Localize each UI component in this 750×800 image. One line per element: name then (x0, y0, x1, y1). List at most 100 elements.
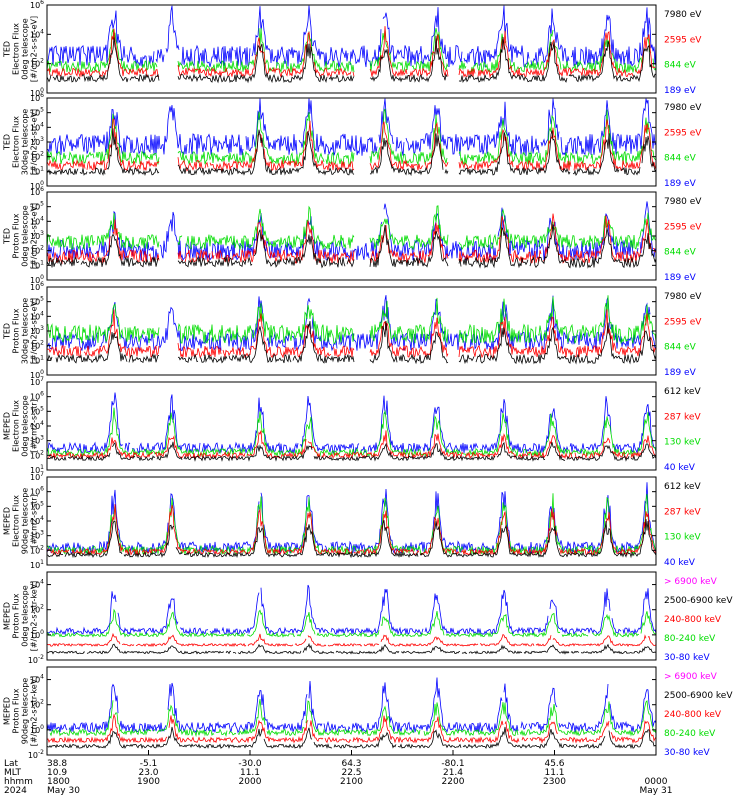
y-axis-label: MEPED Proton Flux 90deg telescope [#/cm2-s-… (3, 676, 39, 747)
y-tick-label: 102 (30, 151, 44, 162)
legend-item: 2595 eV (664, 222, 702, 232)
legend-item: 40 keV (664, 558, 696, 568)
series-line-4-4 (47, 320, 656, 365)
y-label-line: Electron Flux (12, 400, 21, 452)
legend-item: 80-240 keV (664, 729, 716, 739)
y-tick-label: 103 (30, 325, 44, 336)
y-tick-label: 10-2 (28, 654, 44, 665)
y-axis-label: TED Electron Flux 0deg telescope [#/cm2-s-s… (3, 16, 39, 82)
y-label-line: MEPED (3, 602, 12, 630)
y-tick-label: 100 (30, 274, 44, 285)
y-tick-label: 100 (30, 724, 44, 735)
legend-item: > 6900 keV (664, 577, 718, 587)
series-line-8-3 (47, 713, 656, 744)
series-line-5-1 (47, 392, 656, 455)
series-line-1-1 (47, 5, 656, 68)
legend-item: 2595 eV (664, 128, 702, 138)
x-tick-label-mlt: 23.0 (138, 768, 158, 778)
series-line-5-4 (47, 441, 656, 462)
series-line-2-1 (47, 98, 656, 156)
legend-item: 2595 eV (664, 317, 702, 327)
series-line-3-1 (47, 201, 656, 262)
legend-item: 287 keV (664, 507, 701, 517)
y-tick-label: 103 (30, 530, 44, 541)
panel-2: 100 101 102 103 104 105 106 TED Electron Flux 30d… (3, 92, 703, 191)
series-line-4-1 (47, 295, 656, 353)
y-label-line: TED (3, 228, 12, 245)
y-label-line: 0deg telescope (21, 585, 30, 646)
y-label-line: [#/cm2-s-str-eV] (30, 203, 39, 269)
x-tick-label-lat: 45.6 (544, 759, 564, 769)
y-tick-label: 104 (30, 420, 44, 431)
y-tick-label: 101 (30, 259, 44, 270)
x-tick-label-lat: -5.1 (140, 759, 158, 769)
series-line-6-1 (47, 482, 656, 555)
y-tick-label: 106 (30, 281, 44, 292)
y-tick-label: 103 (30, 230, 44, 241)
x-tick-label-hhmm: 2000 (239, 777, 262, 787)
y-label-line: Electron Flux (12, 495, 21, 547)
panel-5: 101 102 103 104 105 106 107 MEPED Electron Flux 0… (3, 376, 702, 475)
panel-3: 100 101 102 103 104 105 106 TED Proton Flux 0deg … (3, 186, 703, 285)
series-line-3-2 (47, 205, 656, 251)
y-tick-label: 106 (30, 186, 44, 197)
y-label-line: [#/cm2-s-str] (30, 494, 39, 547)
series-line-7-4 (47, 642, 656, 655)
y-tick-label: 101 (30, 559, 44, 570)
series-line-8-4 (47, 726, 656, 750)
y-axis-label: TED Proton Flux 30deg telescope [#/cm2-s-st… (3, 298, 39, 365)
legend-item: 844 eV (664, 61, 697, 71)
y-tick-label: 104 (30, 515, 44, 526)
y-label-line: 90deg telescope (21, 678, 30, 745)
panel-frame (46, 571, 657, 661)
y-label-line: 0deg telescope (21, 18, 30, 79)
y-label-line: [#/cm2-s-str] (30, 399, 39, 452)
x-tick-label-hhmm: 2300 (543, 777, 566, 787)
x-tick-label-date: May 31 (640, 786, 673, 796)
legend-item: 189 eV (664, 179, 697, 189)
legend-item: 2595 eV (664, 35, 702, 45)
y-tick-label: 106 (30, 391, 44, 402)
y-tick-label: 106 (30, 486, 44, 497)
y-label-line: 0deg telescope (21, 205, 30, 266)
y-label-line: [#/cm2-s-str-keV] (30, 581, 39, 652)
y-label-line: 90deg telescope (21, 488, 30, 555)
series-line-7-3 (47, 632, 656, 648)
x-tick-label-hhmm: 2100 (340, 777, 363, 787)
y-tick-label: 104 (30, 28, 44, 39)
y-axis-label: TED Electron Flux 30deg telescope [#/cm2-s-… (3, 109, 39, 176)
series-line-1-4 (47, 35, 656, 84)
x-row-label: Lat (4, 759, 19, 769)
x-row-label: MLT (4, 768, 22, 778)
legend-item: 7980 eV (664, 292, 702, 302)
x-tick-label-lat: -80.1 (441, 759, 464, 769)
legend-item: 189 eV (664, 273, 697, 283)
panel-frame (46, 4, 657, 94)
series-line-2-3 (47, 118, 656, 172)
legend-item: 240-800 keV (664, 710, 722, 720)
y-tick-label: 106 (30, 92, 44, 103)
series-line-4-2 (47, 295, 656, 344)
series-line-2-2 (47, 108, 656, 167)
x-tick-label-hhmm: 2200 (442, 777, 465, 787)
y-tick-label: 102 (30, 699, 44, 710)
y-label-line: MEPED (3, 507, 12, 535)
series-line-5-2 (47, 407, 656, 458)
legend-item: 2500-6900 keV (664, 596, 733, 606)
y-tick-label: 100 (30, 180, 44, 191)
y-tick-label: 102 (30, 604, 44, 615)
panel-1: 100 102 104 106 TED Electron Flux 0deg telesco… (3, 0, 703, 98)
legend-item: 130 keV (664, 438, 701, 448)
y-tick-label: 100 (30, 629, 44, 640)
legend-item: 30-80 keV (664, 748, 710, 758)
legend-item: 240-800 keV (664, 615, 722, 625)
y-label-line: Proton Flux (12, 593, 21, 638)
y-tick-label: 104 (30, 121, 44, 132)
y-label-line: Proton Flux (12, 308, 21, 353)
y-tick-label: 105 (30, 500, 44, 511)
legend-item: 2500-6900 keV (664, 691, 733, 701)
legend-item: 189 eV (664, 86, 697, 96)
y-tick-label: 105 (30, 107, 44, 118)
